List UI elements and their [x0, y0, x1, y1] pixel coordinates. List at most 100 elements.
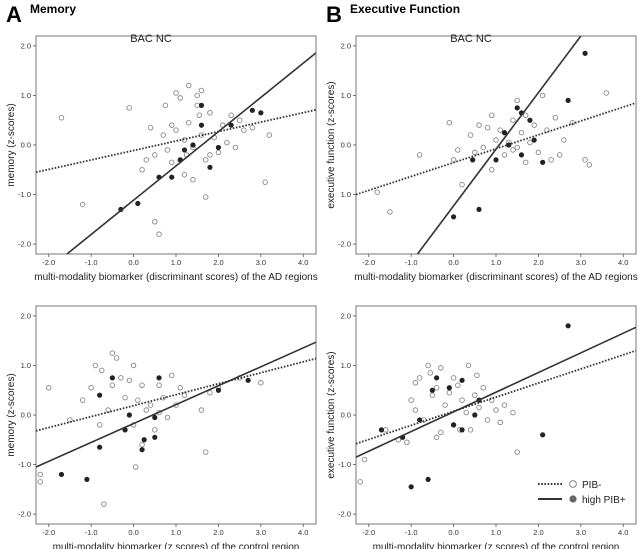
pib-pos-point [493, 157, 499, 163]
pib-neg-point [522, 112, 529, 119]
pib-pos-point [378, 427, 385, 433]
pib-neg-point [113, 355, 120, 361]
y-tick-label: 1.0 [341, 361, 351, 370]
x-tick-label: 0.0 [128, 528, 138, 537]
pib-pos-point [518, 152, 525, 158]
pib-neg-point [416, 152, 423, 158]
pib-neg-point [480, 385, 487, 391]
pib-neg-point [122, 394, 128, 401]
pib-neg-point [190, 176, 196, 183]
y-tick-label: -2.0 [18, 510, 31, 519]
pib-pos-point [565, 323, 571, 329]
pib-neg-point [433, 385, 440, 391]
chart-memory-control-region: -2.0 -1.0 0.0 1.0 2.0 -2.0 -1.0 0.0 1.0 2.0 3.0 4.0… [6, 305, 317, 549]
pib-neg-point [228, 112, 234, 119]
pib-neg-point [438, 429, 444, 436]
x-tick-label: 3.0 [256, 528, 266, 537]
x-tick-label: -1.0 [85, 528, 98, 537]
pib-neg-point [586, 162, 593, 168]
pib-neg-point [241, 127, 247, 133]
y-tick-label: 0.0 [341, 411, 351, 420]
pib-neg-point [118, 375, 124, 381]
y-tick-label: -2.0 [338, 510, 351, 519]
pib-neg-point [156, 382, 162, 389]
x-axis-label: multi-modality biomarker (z scores) of t… [53, 542, 300, 549]
pib-neg-point [177, 95, 183, 101]
legend: PIB- high PIB+ [538, 480, 626, 506]
pib-pos-point [198, 102, 205, 108]
x-tick-label: 2.0 [213, 528, 223, 537]
pib-neg-point [412, 407, 419, 413]
pib-neg-point [387, 209, 393, 215]
pib-neg-point [169, 159, 175, 166]
pib-neg-point [224, 139, 230, 146]
pib-neg-point [126, 105, 133, 111]
pib-neg-point [207, 152, 213, 158]
x-tick-label: 2.0 [533, 258, 543, 267]
plot-frame [355, 305, 637, 525]
pib-neg-point [476, 122, 482, 128]
x-tick-label: -1.0 [85, 258, 98, 267]
pib-neg-point [489, 112, 495, 119]
pib-neg-point [497, 419, 503, 426]
pib-neg-point [88, 385, 94, 391]
pib-neg-point [236, 117, 243, 123]
pib-neg-point [143, 157, 150, 163]
pib-neg-point [147, 124, 154, 131]
pib-neg-point [484, 124, 491, 131]
pib-neg-point [262, 179, 268, 185]
pib-neg-point [215, 149, 222, 156]
pib-pos-point [152, 434, 158, 440]
pib-neg-point [177, 385, 183, 391]
pib-neg-point [497, 127, 503, 133]
pib-neg-point [455, 147, 461, 153]
pib-neg-point [522, 159, 529, 166]
pib-pos-point [514, 105, 520, 111]
legend-filled-marker [569, 495, 577, 503]
pib-neg-point [143, 407, 150, 413]
pib-pos-point [169, 174, 175, 180]
x-axis-label: multi-modality biomarker (z scores) of t… [373, 542, 620, 549]
pib-pos-point [476, 206, 482, 213]
pib-neg-point [446, 119, 453, 126]
pib-pos-point [540, 159, 546, 165]
panel-b-letter: B [326, 2, 342, 27]
pib-neg-point [202, 157, 209, 163]
y-tick-label: 1.0 [341, 91, 351, 100]
pib-neg-point [232, 144, 239, 151]
pib-neg-point [374, 189, 380, 195]
x-axis-label: multi-modality biomarker (discriminant s… [34, 272, 317, 283]
pib-neg-point [152, 152, 158, 158]
legend-pib-pos: high PIB+ [582, 495, 626, 506]
pib-neg-point [582, 157, 588, 163]
pib-pos-point [181, 147, 188, 153]
y-tick-label: -1.0 [18, 460, 31, 469]
x-tick-label: 4.0 [298, 528, 308, 537]
x-tick-label: 4.0 [618, 528, 628, 537]
pib-pos-fit-line [356, 326, 636, 458]
pib-neg-point [382, 427, 389, 433]
plot-area [36, 341, 316, 507]
pib-neg-point [459, 397, 465, 403]
y-tick-label: 2.0 [341, 41, 351, 50]
pib-neg-point [476, 404, 482, 411]
x-tick-label: 1.0 [491, 258, 501, 267]
pib-neg-point [361, 456, 368, 463]
pib-neg-point [467, 427, 474, 433]
pib-pos-point [429, 387, 435, 393]
pib-neg-point [404, 439, 410, 446]
pib-neg-fit-line [356, 349, 636, 445]
pib-pos-point [109, 375, 115, 381]
plot-area [356, 36, 636, 254]
pib-neg-point [196, 112, 203, 119]
pib-pos-point [408, 484, 414, 490]
pib-neg-point [207, 389, 213, 396]
y-tick-label: 1.0 [21, 361, 31, 370]
x-tick-label: 1.0 [491, 528, 501, 537]
pib-neg-point [446, 389, 453, 396]
pib-pos-point [58, 471, 65, 478]
x-tick-label: -1.0 [405, 258, 418, 267]
x-tick-label: 1.0 [171, 258, 181, 267]
pib-neg-point [493, 137, 499, 143]
y-tick-label: 0.0 [21, 141, 31, 150]
